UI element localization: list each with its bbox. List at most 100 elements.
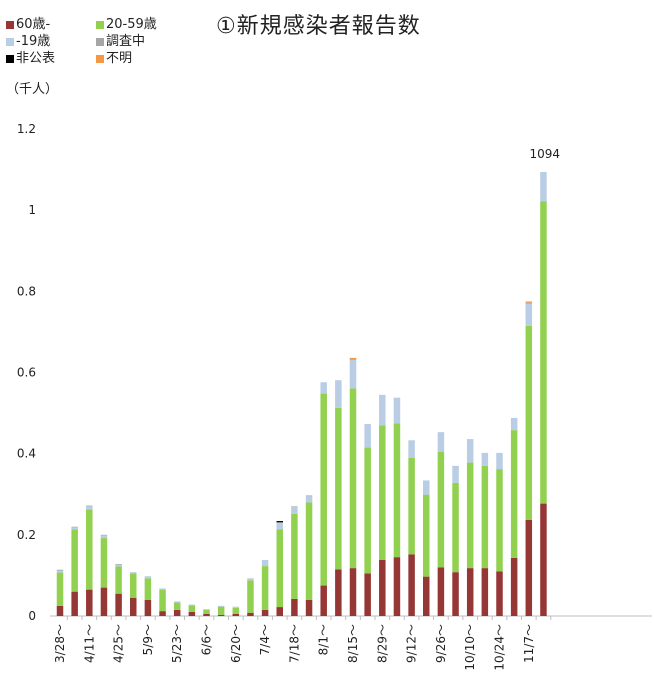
bar-segment bbox=[408, 457, 415, 555]
bar-segment bbox=[173, 602, 181, 610]
y-tick-label: 0.8 bbox=[17, 284, 36, 298]
bar-segment bbox=[130, 572, 137, 574]
bar-segment bbox=[408, 554, 415, 616]
bar-segment bbox=[86, 506, 93, 510]
x-tick-label: 11/7～ bbox=[522, 624, 536, 663]
bar-segment bbox=[452, 465, 459, 483]
bar-segment bbox=[423, 494, 430, 577]
bar-segment bbox=[364, 424, 371, 448]
bar-segment bbox=[393, 397, 401, 424]
y-tick-label: 1.2 bbox=[17, 122, 36, 136]
bar-segment bbox=[115, 566, 122, 594]
bar-segment bbox=[393, 557, 401, 616]
legend-swatch bbox=[96, 54, 104, 63]
legend-item-undisclosed: 非公表 bbox=[6, 50, 96, 67]
bar-segment bbox=[452, 482, 459, 573]
bar-segment bbox=[466, 568, 474, 616]
bar-segment bbox=[291, 506, 298, 508]
bar-segment bbox=[393, 423, 401, 558]
bar-segment bbox=[408, 440, 415, 458]
bar-segment bbox=[305, 496, 313, 503]
bar-segment bbox=[56, 569, 64, 571]
bar-segment bbox=[71, 529, 78, 592]
legend-label: 不明 bbox=[106, 51, 133, 66]
bar-segment bbox=[86, 505, 93, 507]
bar-segment bbox=[320, 382, 327, 394]
bar-segment bbox=[159, 589, 166, 612]
bar-segment bbox=[86, 509, 93, 590]
bar-segment bbox=[349, 568, 357, 616]
bar-segment bbox=[173, 601, 181, 603]
bar-segment bbox=[56, 570, 64, 573]
y-tick-label: 0.4 bbox=[17, 447, 36, 461]
legend-item-investigating: 調査中 bbox=[96, 33, 186, 50]
bar-segment bbox=[217, 614, 225, 616]
x-tick-label: 5/23～ bbox=[170, 624, 184, 663]
bar-segment bbox=[540, 201, 547, 504]
legend-item-unknown: 不明 bbox=[96, 50, 186, 67]
bar-segment bbox=[335, 569, 342, 616]
legend-swatch bbox=[96, 20, 104, 29]
bar-segment bbox=[320, 585, 327, 616]
x-tick-label: 7/18～ bbox=[287, 624, 301, 663]
legend-label: 60歳- bbox=[16, 17, 51, 32]
bar-segment bbox=[481, 568, 489, 616]
bar-segment bbox=[276, 521, 283, 523]
bar-segment bbox=[217, 605, 225, 607]
bar-segment bbox=[261, 559, 269, 567]
bar-segment bbox=[261, 566, 269, 610]
legend-swatch bbox=[6, 54, 14, 63]
bar-segment bbox=[232, 607, 240, 614]
bar-segment bbox=[510, 417, 518, 431]
bar-segment bbox=[86, 589, 93, 616]
bar-segment bbox=[159, 588, 166, 590]
bar-segment bbox=[291, 506, 298, 514]
y-tick-label: 0.6 bbox=[17, 366, 36, 380]
bar-segment bbox=[232, 606, 240, 608]
bar-segment bbox=[466, 439, 474, 463]
bar-segment bbox=[423, 480, 430, 495]
bar-segment bbox=[276, 522, 283, 524]
legend: 60歳- 20-59歳 -19歳 調査中 非公表 不明 bbox=[6, 16, 186, 67]
bar-segment bbox=[217, 606, 225, 615]
legend-label: -19歳 bbox=[16, 34, 51, 49]
bar-segment bbox=[247, 578, 254, 581]
bar-segment bbox=[437, 567, 445, 616]
bar-segment bbox=[130, 573, 137, 598]
bar-segment bbox=[100, 587, 108, 616]
bar-segment bbox=[291, 513, 298, 599]
bar-segment bbox=[71, 527, 78, 530]
bar-segment bbox=[335, 380, 342, 408]
bar-segment bbox=[276, 523, 283, 530]
legend-label: 非公表 bbox=[16, 51, 56, 66]
bar-segment bbox=[423, 576, 430, 616]
bar-segment bbox=[144, 578, 152, 600]
bar-segment bbox=[276, 607, 283, 616]
bar-segment bbox=[56, 605, 64, 616]
x-tick-label: 8/29～ bbox=[375, 624, 389, 663]
bar-segment bbox=[173, 609, 181, 616]
bar-segment bbox=[335, 407, 342, 570]
legend-swatch bbox=[6, 37, 14, 46]
x-tick-label: 5/9～ bbox=[141, 624, 155, 655]
legend-item-under19: -19歳 bbox=[6, 33, 96, 50]
bar-segment bbox=[115, 564, 122, 565]
bar-segment bbox=[364, 573, 371, 616]
bar-segment bbox=[159, 611, 166, 616]
chart-title: ①新規感染者報告数 bbox=[216, 14, 421, 39]
bar-segment bbox=[364, 447, 371, 574]
x-tick-label: 9/26～ bbox=[434, 624, 448, 663]
legend-swatch bbox=[6, 20, 14, 29]
bar-segment bbox=[71, 591, 78, 616]
bar-segment bbox=[525, 325, 533, 520]
bar-segment bbox=[100, 538, 108, 588]
x-tick-label: 10/10～ bbox=[463, 624, 477, 671]
bar-segment bbox=[305, 495, 313, 497]
bar-segment bbox=[130, 597, 137, 616]
bar-segment bbox=[525, 302, 533, 304]
legend-item-60plus: 60歳- bbox=[6, 16, 96, 33]
bar-segment bbox=[203, 609, 210, 614]
bar-segment bbox=[305, 599, 313, 616]
bar-segment bbox=[496, 469, 503, 572]
